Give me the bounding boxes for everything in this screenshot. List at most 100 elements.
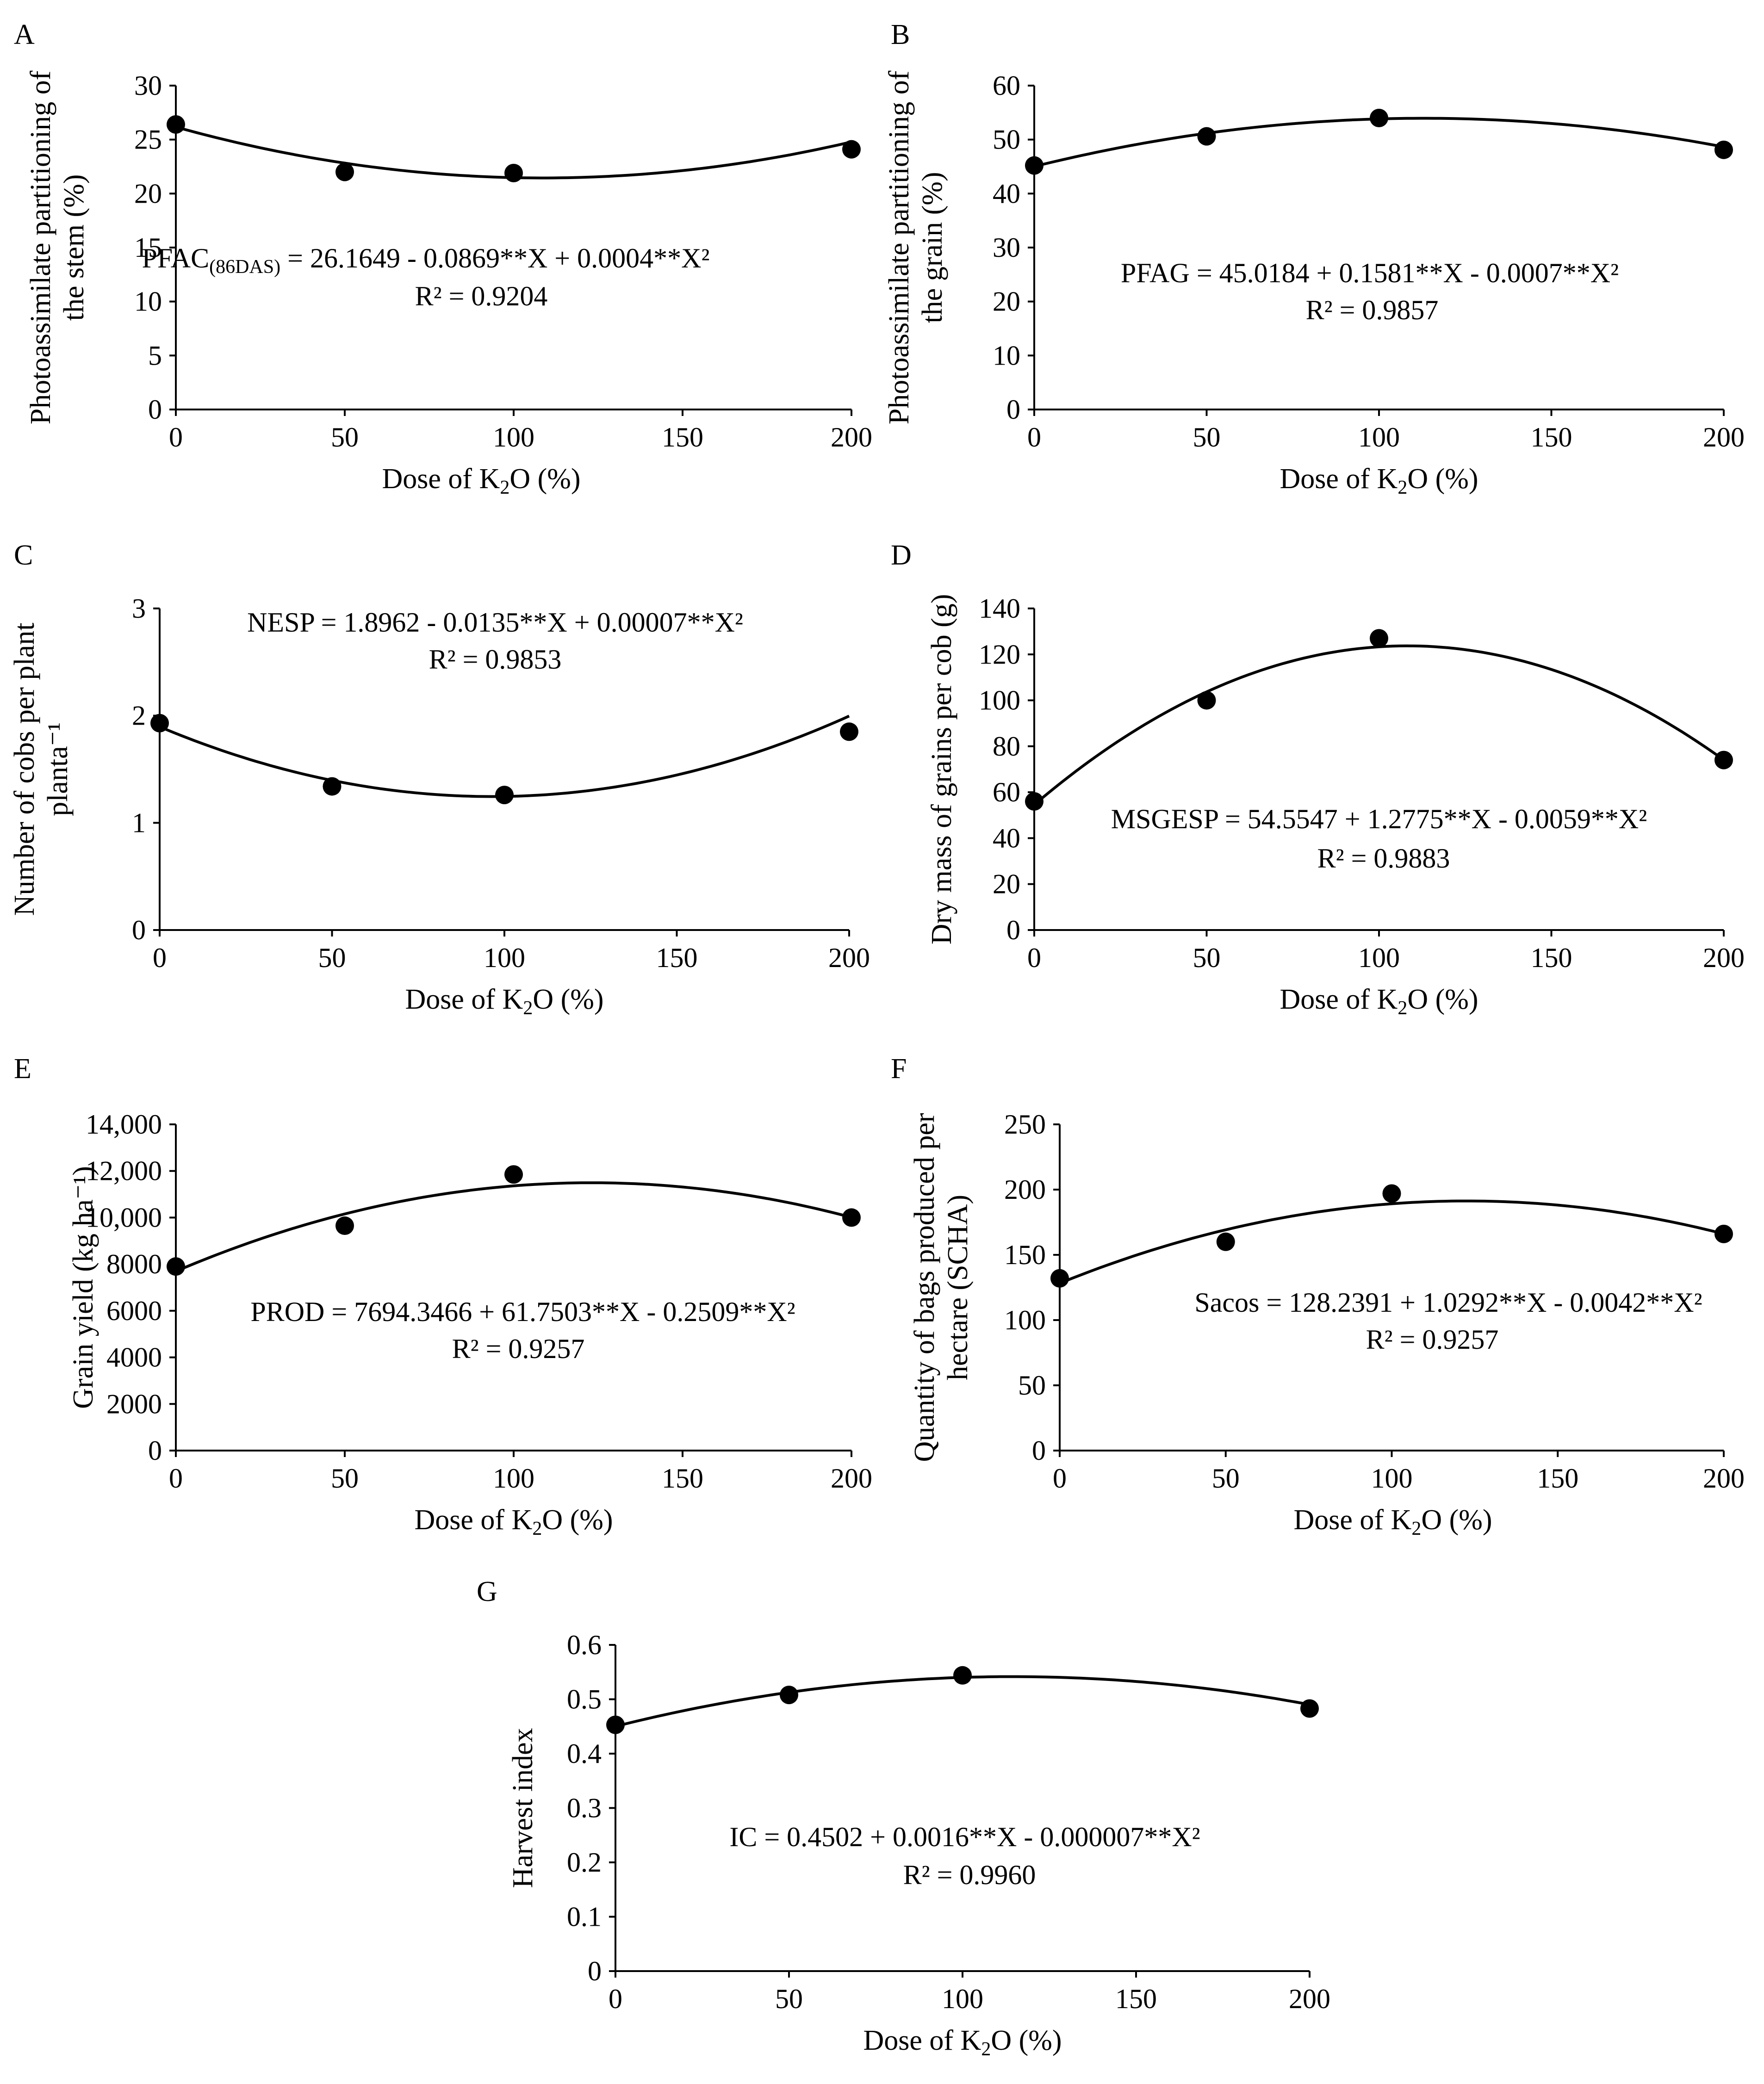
x-axis-title-sub: 2 xyxy=(981,2039,991,2060)
x-tick-label: 50 xyxy=(331,422,359,453)
fit-curve xyxy=(159,714,850,798)
regression-equation: Sacos = 128.2391 + 1.0292**X - 0.0042**X… xyxy=(1194,1287,1702,1318)
x-tick-label: 0 xyxy=(1027,943,1041,973)
r-squared: R² = 0.9960 xyxy=(903,1860,1036,1890)
data-point xyxy=(167,115,185,134)
data-point xyxy=(504,1165,523,1184)
y-axis-title-line: Number of cobs per plant xyxy=(9,623,40,916)
y-tick-label: 100 xyxy=(1004,1305,1046,1335)
x-axis-title-suffix: O (%) xyxy=(509,463,580,495)
x-axis-title-prefix: Dose of K xyxy=(414,1504,532,1536)
y-tick-label: 15 xyxy=(134,232,162,263)
y-tick-label: 0 xyxy=(1006,394,1020,425)
y-tick-label: 6000 xyxy=(106,1296,162,1326)
x-tick-label: 100 xyxy=(1358,943,1400,973)
data-point xyxy=(1714,750,1733,769)
x-tick-label: 0 xyxy=(169,1463,183,1494)
y-tick-label: 3 xyxy=(132,593,146,624)
panel-letter: F xyxy=(891,1053,907,1085)
equation-body: PFAG = 45.0184 + 0.1581**X - 0.0007**X² xyxy=(1121,258,1619,288)
y-tick-label: 20 xyxy=(134,178,162,209)
x-axis-title-sub: 2 xyxy=(500,477,509,498)
y-tick-label: 0 xyxy=(588,1956,602,1986)
x-tick-label: 100 xyxy=(493,422,534,453)
y-tick-label: 0.3 xyxy=(567,1793,602,1824)
x-axis-title-sub: 2 xyxy=(523,998,533,1019)
equation-body: IC = 0.4502 + 0.0016**X - 0.000007**X² xyxy=(729,1822,1200,1852)
data-point xyxy=(1370,109,1388,127)
x-axis-title: Dose of K2O (%) xyxy=(1293,1504,1492,1539)
r-squared: R² = 0.9853 xyxy=(429,644,562,675)
x-tick-label: 50 xyxy=(1193,422,1221,453)
y-tick-label: 0 xyxy=(148,1435,162,1466)
chart-panel-g: G 0 0.1 0.2 0.3 0.4 0.5 0.6 0 50 100 150 200 Dose of … xyxy=(477,1576,1330,2060)
r-squared: R² = 0.9257 xyxy=(452,1334,585,1364)
x-axis-title: Dose of K2O (%) xyxy=(863,2025,1062,2060)
panel-letter: G xyxy=(477,1576,497,1607)
data-point xyxy=(1370,629,1388,648)
equation-subscript: (86DAS) xyxy=(209,256,280,278)
y-tick-label: 80 xyxy=(993,731,1020,762)
r-squared: R² = 0.9857 xyxy=(1306,295,1439,325)
data-point xyxy=(1216,1232,1235,1251)
x-tick-label: 0 xyxy=(1027,422,1041,453)
x-tick-label: 200 xyxy=(828,943,870,973)
data-point xyxy=(1300,1699,1319,1718)
x-tick-label: 50 xyxy=(331,1463,359,1494)
panel-letter: B xyxy=(891,19,910,50)
y-tick-label: 40 xyxy=(993,823,1020,853)
x-tick-label: 50 xyxy=(318,943,346,973)
data-point xyxy=(1050,1269,1069,1288)
x-tick-label: 200 xyxy=(1703,943,1745,973)
y-tick-label: 120 xyxy=(979,639,1020,670)
y-tick-label: 0.1 xyxy=(567,1902,602,1932)
x-axis-title-suffix: O (%) xyxy=(533,984,603,1015)
x-axis-title: Dose of K2O (%) xyxy=(414,1504,613,1539)
regression-equation: PROD = 7694.3466 + 61.7503**X - 0.2509**… xyxy=(250,1296,795,1327)
y-axis-title-line: Dry mass of grains per cob (g) xyxy=(926,594,957,945)
r-squared: R² = 0.9883 xyxy=(1317,843,1450,874)
x-tick-label: 200 xyxy=(831,1463,872,1494)
y-axis-title-line: Photoassimilate partitioning of xyxy=(883,70,915,424)
equation-body: Sacos = 128.2391 + 1.0292**X - 0.0042**X… xyxy=(1194,1287,1702,1318)
data-point xyxy=(495,786,514,805)
x-tick-label: 0 xyxy=(609,1984,622,2014)
y-tick-label: 60 xyxy=(993,777,1020,807)
data-point xyxy=(606,1715,625,1734)
y-tick-label: 30 xyxy=(993,232,1020,263)
x-tick-label: 100 xyxy=(1358,422,1400,453)
x-axis-title-sub: 2 xyxy=(1398,998,1407,1019)
x-tick-label: 50 xyxy=(775,1984,803,2014)
x-axis-title-sub: 2 xyxy=(1411,1518,1421,1539)
x-tick-label: 0 xyxy=(169,422,183,453)
x-axis-title-prefix: Dose of K xyxy=(1280,984,1398,1015)
x-tick-label: 150 xyxy=(656,943,698,973)
y-axis-title-line: Harvest index xyxy=(507,1728,539,1888)
x-axis-title-suffix: O (%) xyxy=(1421,1504,1492,1536)
y-tick-label: 2 xyxy=(132,701,146,731)
y-tick-label: 4000 xyxy=(106,1342,162,1373)
y-tick-label: 0 xyxy=(1006,915,1020,945)
data-point xyxy=(1714,1224,1733,1243)
equation-body: PROD = 7694.3466 + 61.7503**X - 0.2509**… xyxy=(250,1296,795,1327)
data-point xyxy=(323,777,342,796)
y-axis-title-line: planta⁻¹ xyxy=(42,722,74,816)
data-point xyxy=(840,722,858,741)
y-axis-title-line: Grain yield (kg ha⁻¹) xyxy=(68,1166,99,1409)
x-tick-label: 200 xyxy=(1703,422,1745,453)
x-axis-title-prefix: Dose of K xyxy=(1293,1504,1411,1536)
x-axis-title-suffix: O (%) xyxy=(991,2025,1062,2056)
y-tick-label: 140 xyxy=(979,593,1020,624)
x-axis-title-suffix: O (%) xyxy=(542,1504,613,1536)
chart-panel-e: E 0 2000 4000 6000 8000 10,000 12,000 14,000 0 50 1… xyxy=(14,1053,872,1539)
r-squared: R² = 0.9204 xyxy=(415,281,548,311)
y-tick-label: 2000 xyxy=(106,1389,162,1419)
y-tick-label: 14,000 xyxy=(86,1109,162,1140)
regression-equation: PFAC(86DAS) = 26.1649 - 0.0869**X + 0.00… xyxy=(142,243,710,278)
data-point xyxy=(1025,792,1043,811)
data-point xyxy=(167,1257,185,1276)
data-point xyxy=(504,164,523,182)
x-tick-label: 100 xyxy=(942,1984,983,2014)
x-tick-label: 150 xyxy=(662,1463,703,1494)
